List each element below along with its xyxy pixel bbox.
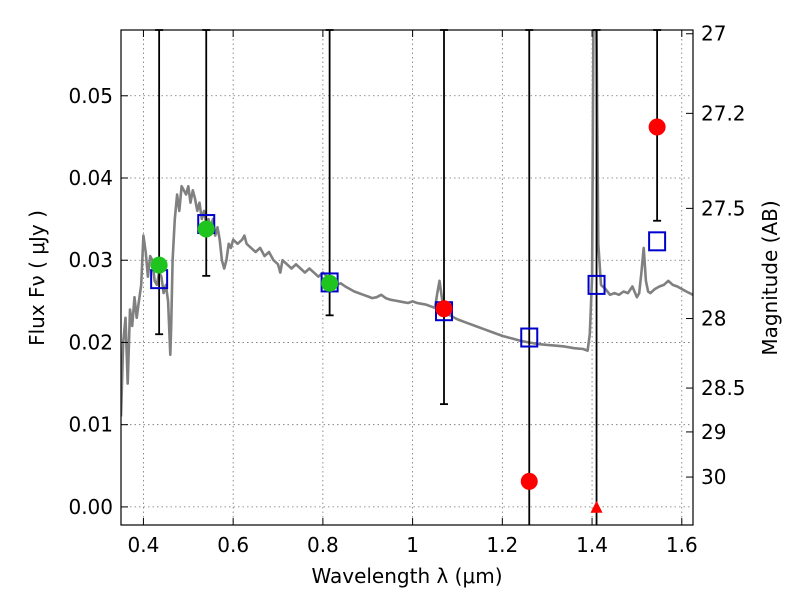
model-photometry-point — [520, 327, 539, 348]
y-axis-label: Flux Fν ( μJy ) — [25, 210, 49, 346]
x-axis-label: Wavelength λ (μm) — [311, 564, 502, 588]
mag-tick-label: 29 — [701, 420, 726, 444]
right-axis-label: Magnitude (AB) — [758, 200, 782, 355]
measured-ground-point — [150, 256, 168, 274]
x-tick-label: 1.2 — [486, 533, 518, 557]
mag-tick-label: 30 — [701, 465, 726, 489]
measured-space-point — [648, 118, 666, 136]
mag-tick-label: 28 — [701, 307, 726, 331]
plot-frame — [120, 29, 694, 526]
ticks — [121, 30, 693, 525]
mag-tick-label: 27.2 — [701, 101, 746, 125]
y-tick-label: 0.00 — [68, 495, 113, 519]
measured-space-point — [435, 300, 453, 318]
x-tick-label: 1.4 — [576, 533, 608, 557]
measured-ground-point — [321, 274, 339, 292]
mag-tick-label: 27 — [701, 22, 726, 46]
y-tick-label: 0.05 — [68, 84, 113, 108]
x-tick-label: 0.8 — [307, 533, 339, 557]
upper-limit-marker — [590, 500, 603, 513]
y-tick-label: 0.04 — [68, 166, 113, 190]
model-photometry-point — [587, 274, 606, 295]
grid — [121, 30, 693, 525]
x-tick-label: 0.6 — [217, 533, 249, 557]
tick-labels: 0.4 0.6 0.8 1 1.2 1.4 1.6 0.00 0.01 0.02 0.03 0.04 0… — [68, 22, 745, 557]
measured-space-point — [520, 472, 538, 490]
y-tick-label: 0.01 — [68, 413, 113, 437]
y-tick-label: 0.02 — [68, 330, 113, 354]
marker-layer — [150, 118, 667, 513]
model-photometry-point — [648, 231, 667, 252]
x-tick-label: 0.4 — [128, 533, 160, 557]
x-tick-label: 1 — [406, 533, 419, 557]
measured-ground-point — [197, 220, 215, 238]
mag-tick-label: 27.5 — [701, 196, 746, 220]
y-tick-label: 0.03 — [68, 248, 113, 272]
errorbar-layer — [155, 29, 662, 525]
x-tick-label: 1.6 — [666, 533, 698, 557]
mag-tick-label: 28.5 — [701, 376, 746, 400]
